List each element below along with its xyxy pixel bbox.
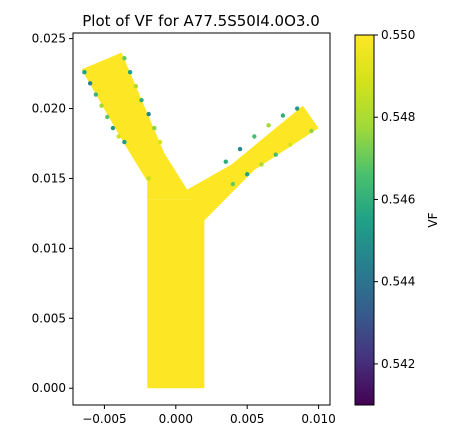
data-point — [266, 123, 271, 128]
x-tick-label: 0.005 — [230, 412, 264, 426]
data-point — [223, 159, 228, 164]
data-point — [122, 139, 127, 145]
data-point — [287, 142, 293, 148]
y-tick-label: 0.025 — [32, 32, 66, 46]
data-point — [230, 181, 236, 187]
right-branch-region — [187, 105, 319, 221]
data-point — [259, 162, 264, 167]
y-tick-label: 0.000 — [32, 381, 66, 395]
data-point — [309, 128, 314, 134]
y-tick-label: 0.015 — [32, 171, 66, 185]
colorbar: 0.542 0.544 0.546 0.548 0.550 VF — [354, 28, 440, 406]
colorbar-tick-label: 0.546 — [381, 192, 415, 206]
colorbar-tick-label: 0.550 — [381, 28, 415, 42]
data-point — [244, 172, 250, 177]
data-point — [152, 125, 157, 131]
data-point — [157, 139, 163, 145]
x-axis: −0.005 0.000 0.005 0.010 — [82, 405, 336, 426]
plot-frame — [72, 32, 331, 406]
x-tick-label: 0.000 — [159, 412, 193, 426]
data-point — [280, 113, 286, 118]
data-point — [273, 152, 278, 157]
scatter-points-layer — [82, 55, 314, 187]
data-point — [133, 83, 139, 89]
data-point — [294, 106, 300, 111]
y-tick-label: 0.005 — [32, 311, 66, 325]
data-point — [146, 111, 151, 117]
data-point — [110, 125, 116, 131]
y-axis: 0.000 0.005 0.010 0.015 0.020 0.025 — [32, 32, 73, 395]
data-point — [127, 69, 133, 75]
colorbar-gradient — [354, 34, 375, 406]
colorbar-label: VF — [426, 212, 440, 227]
data-point — [87, 81, 93, 86]
stem-region — [147, 199, 205, 389]
data-point — [252, 134, 257, 139]
colorbar-tick-label: 0.548 — [381, 110, 415, 124]
vf-field-layer — [81, 52, 319, 389]
data-point — [82, 69, 87, 75]
data-point — [99, 103, 104, 108]
left-branch-region — [81, 52, 171, 182]
data-point — [139, 97, 144, 103]
plot-area — [81, 52, 319, 389]
data-point — [93, 92, 99, 97]
junction-region — [147, 153, 205, 200]
y-tick-label: 0.020 — [32, 102, 66, 116]
y-tick-label: 0.010 — [32, 241, 66, 255]
colorbar-ticks: 0.542 0.544 0.546 0.548 0.550 — [374, 28, 415, 371]
data-point — [116, 134, 121, 139]
data-point — [105, 114, 110, 120]
x-tick-label: 0.010 — [301, 412, 335, 426]
data-point — [237, 146, 243, 152]
data-point — [146, 176, 151, 181]
x-tick-label: −0.005 — [82, 412, 126, 426]
colorbar-tick-label: 0.544 — [381, 275, 415, 289]
chart-title: Plot of VF for A77.5S50I4.0O3.0 — [82, 12, 320, 30]
data-point — [122, 55, 127, 61]
colorbar-tick-label: 0.542 — [381, 357, 415, 371]
